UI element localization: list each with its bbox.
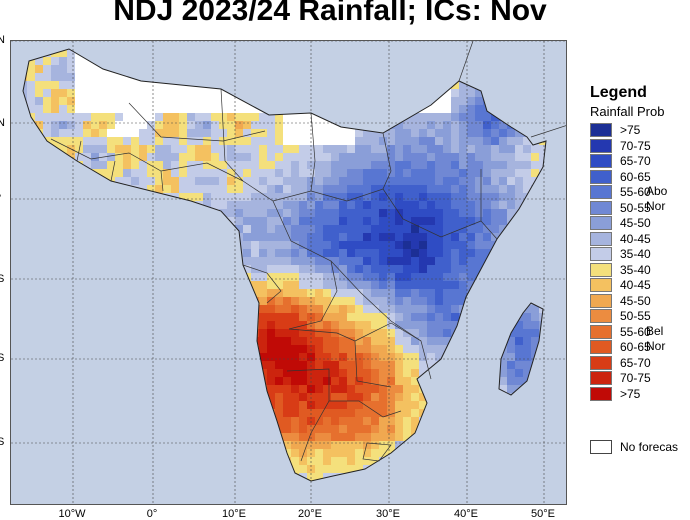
legend-label: 35-40: [620, 262, 651, 277]
lon-tick-label: 30°E: [376, 508, 400, 520]
legend-row: 35-40: [590, 246, 690, 262]
legend-title: Legend: [590, 84, 647, 101]
legend-row: 55-60: [590, 184, 690, 200]
legend-swatch: [590, 154, 612, 168]
legend-label: 35-40: [620, 247, 651, 261]
legend-swatch: [590, 138, 612, 153]
legend-label: 70-75: [620, 138, 651, 153]
legend-swatch: [590, 216, 612, 230]
legend-label: 70-75: [620, 371, 651, 385]
graticule: [11, 41, 566, 504]
country-borders: [22, 41, 566, 482]
legend-label: 45-50: [620, 216, 651, 230]
legend-subtitle: Rainfall Prob: [590, 104, 665, 119]
legend-label: 45-50: [620, 293, 651, 308]
legend-swatch: [590, 231, 612, 246]
legend-row: 45-50: [590, 215, 690, 231]
legend-label: >75: [620, 123, 641, 137]
legend-label: 50-55: [620, 200, 651, 215]
legend-row: 50-55: [590, 308, 690, 324]
legend-label: 40-45: [620, 278, 651, 292]
legend-row: 35-40: [590, 262, 690, 278]
legend-label: 60-65: [620, 340, 651, 354]
legend-swatch: [590, 309, 612, 323]
legend-label: 65-70: [620, 154, 651, 168]
legend-swatch: [590, 247, 612, 261]
legend-row: 70-75: [590, 138, 690, 154]
legend-row: 45-50: [590, 293, 690, 309]
lon-tick-label: 10°W: [58, 508, 86, 520]
map-panel: [10, 40, 567, 505]
legend-swatch: [590, 169, 612, 184]
legend-swatch: [590, 293, 612, 308]
legend-swatch: [590, 278, 612, 292]
lat-tick-label: °: [0, 193, 11, 205]
legend-label: 55-60: [620, 324, 651, 339]
legend-swatch: [590, 386, 612, 401]
legend-swatch: [590, 185, 612, 199]
map-title: NDJ 2023/24 Rainfall; ICs: Nov: [113, 0, 547, 27]
legend-swatch: [590, 340, 612, 354]
legend-label: 65-70: [620, 355, 651, 370]
legend-label: 40-45: [620, 231, 651, 246]
legend-swatch: [590, 355, 612, 370]
legend-row: 40-45: [590, 231, 690, 247]
legend-row: 60-65: [590, 169, 690, 185]
legend-row: 60-65: [590, 339, 690, 355]
legend-no-forecast-label: No forecas: [620, 440, 679, 454]
lat-tick-label: N: [0, 117, 5, 129]
legend-row: 65-70: [590, 153, 690, 169]
legend-label: >75: [620, 386, 641, 401]
legend-row: >75: [590, 122, 690, 138]
legend-below-normal-label: Bel: [646, 324, 664, 338]
legend: Legend Rainfall Prob Abo Nor Bel Nor >75…: [590, 84, 690, 454]
legend-scale: Abo Nor Bel Nor >75 70-75 65-70 60-65 55-60 5…: [590, 122, 690, 401]
legend-swatch: [590, 123, 612, 137]
legend-row: >75: [590, 386, 690, 402]
legend-label: 60-65: [620, 169, 651, 184]
legend-label: 50-55: [620, 309, 651, 323]
legend-swatch: [590, 200, 612, 215]
legend-row: 55-60: [590, 324, 690, 340]
legend-row: 50-55: [590, 200, 690, 216]
legend-row: 40-45: [590, 277, 690, 293]
lon-tick-label: 50°E: [531, 508, 555, 520]
lat-tick-label: N: [0, 34, 5, 46]
legend-above-normal-label: Nor: [646, 199, 666, 213]
lon-tick-label: 20°E: [298, 508, 322, 520]
legend-swatch: [590, 324, 612, 339]
rainfall-probability-map: [11, 41, 566, 504]
lon-tick-label: 10°E: [222, 508, 246, 520]
legend-row: 70-75: [590, 370, 690, 386]
legend-no-forecast: No forecas: [590, 439, 690, 455]
legend-above-normal-label: Abo: [646, 184, 668, 198]
lat-tick-label: S: [0, 273, 5, 285]
lon-tick-label: 40°E: [454, 508, 478, 520]
legend-swatch-no-forecast: [590, 440, 612, 454]
legend-swatch: [590, 371, 612, 385]
lon-tick-label: 0°: [146, 508, 158, 520]
legend-row: 65-70: [590, 355, 690, 371]
lat-tick-label: S: [0, 352, 5, 364]
lat-tick-label: S: [0, 436, 5, 448]
legend-below-normal-label: Nor: [646, 339, 666, 353]
legend-swatch: [590, 262, 612, 277]
legend-label: 55-60: [620, 185, 651, 199]
